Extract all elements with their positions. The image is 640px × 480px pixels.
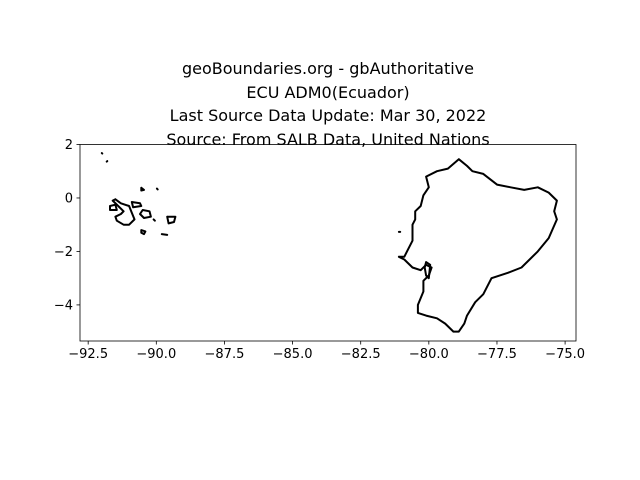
boundary-espanola	[160, 233, 169, 236]
boundary-san-cristobal	[166, 215, 177, 225]
title-line-3: Last Source Data Update: Mar 30, 2022	[169, 106, 487, 125]
x-axis: −92.5 −90.0 −87.5 −85.0 −82.5 −80.0 −77.5 −75.0	[68, 341, 585, 362]
y-axis: 2 0 −2 −4	[54, 138, 80, 313]
title-line-2: ECU ADM0(Ecuador)	[246, 82, 410, 102]
boundary-darwin	[100, 152, 104, 155]
title-line-1: geoBoundaries.org - gbAuthoritative	[181, 59, 474, 78]
boundary-isabela	[111, 198, 136, 226]
x-tick-label: −85.0	[273, 347, 313, 362]
boundary-wolf	[105, 160, 109, 163]
x-tick-label: −77.5	[477, 347, 517, 362]
boundary-fernandina	[109, 203, 118, 211]
boundary-marchena	[140, 186, 145, 192]
boundary-santa-cruz	[139, 209, 152, 219]
boundary-santa-fe	[152, 218, 156, 222]
x-tick-label: −87.5	[205, 347, 245, 362]
x-tick-label: −82.5	[341, 347, 381, 362]
x-tick-label: −80.0	[409, 347, 449, 362]
boundary-floreana	[140, 229, 147, 236]
x-tick-label: −90.0	[136, 347, 176, 362]
boundary-genovesa	[155, 187, 159, 191]
boundary-santiago	[130, 201, 143, 209]
boundary-mainland	[397, 158, 558, 333]
title-line-4: Source: From SALB Data, United Nations	[166, 129, 490, 149]
map-shapes	[100, 152, 558, 333]
y-tick-label: 0	[65, 191, 73, 206]
plot-frame	[79, 144, 577, 342]
y-tick-label: −4	[54, 298, 73, 313]
boundary-puna-island	[423, 261, 432, 280]
chart-title: geoBoundaries.org - gbAuthoritative ECU …	[80, 57, 576, 151]
x-tick-label: −75.0	[545, 347, 585, 362]
y-tick-label: −2	[54, 245, 73, 260]
y-tick-label: 2	[65, 138, 73, 153]
x-tick-label: −92.5	[68, 347, 108, 362]
